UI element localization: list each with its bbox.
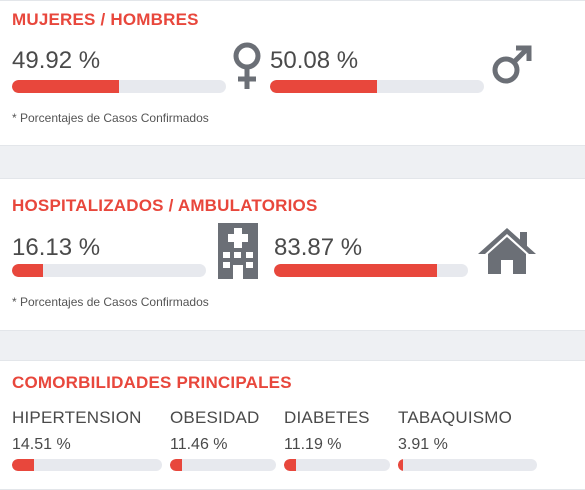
comorbidity-percent: 14.51 % — [12, 436, 71, 453]
comorbidities-card: COMORBILIDADES PRINCIPALES HIPERTENSION … — [0, 360, 585, 490]
men-percent: 50.08 % — [270, 47, 359, 74]
ambulatory-progress-fill — [274, 264, 437, 277]
comorbidity-label: OBESIDAD — [170, 408, 260, 427]
hospitalized-card: HOSPITALIZADOS / AMBULATORIOS 16.13 % 83… — [0, 178, 585, 331]
comorbidity-percent: 11.46 % — [170, 436, 228, 453]
gender-card: MUJERES / HOMBRES 49.92 % 50.08 % * Porc… — [0, 0, 585, 146]
house-icon — [476, 226, 538, 281]
comorbidity-label: HIPERTENSION — [12, 408, 142, 427]
comorbidity-progress-fill — [284, 459, 296, 471]
men-progress-fill — [270, 80, 378, 93]
comorbidity-percent: 11.19 % — [284, 436, 342, 453]
women-progress-bar — [12, 80, 226, 93]
gender-note: * Porcentajes de Casos Confirmados — [12, 111, 209, 125]
comorbidity-progress-bar — [284, 459, 390, 471]
comorbidities-card-title: COMORBILIDADES PRINCIPALES — [12, 373, 292, 392]
hospital-icon — [214, 221, 262, 284]
ambulatory-progress-bar — [274, 264, 468, 277]
hospitalized-card-title: HOSPITALIZADOS / AMBULATORIOS — [12, 196, 318, 215]
comorbidity-progress-fill — [398, 459, 404, 471]
men-progress-bar — [270, 80, 484, 93]
comorbidity-percent: 3.91 % — [398, 436, 448, 453]
hospitalized-progress-bar — [12, 264, 206, 277]
comorbidity-progress-bar — [12, 459, 162, 471]
gender-card-title: MUJERES / HOMBRES — [12, 10, 199, 29]
female-icon — [231, 41, 263, 96]
comorbidity-progress-fill — [12, 459, 34, 471]
hospitalized-progress-fill — [12, 264, 44, 277]
hospitalized-note: * Porcentajes de Casos Confirmados — [12, 295, 209, 309]
comorbidity-progress-bar — [170, 459, 276, 471]
male-icon — [490, 43, 534, 92]
comorbidity-progress-bar — [398, 459, 537, 471]
women-percent: 49.92 % — [12, 47, 101, 74]
women-progress-fill — [12, 80, 119, 93]
comorbidity-progress-fill — [170, 459, 183, 471]
comorbidity-label: DIABETES — [284, 408, 370, 427]
ambulatory-percent: 83.87 % — [274, 234, 363, 261]
comorbidity-label: TABAQUISMO — [398, 408, 513, 427]
hospitalized-percent: 16.13 % — [12, 234, 101, 261]
